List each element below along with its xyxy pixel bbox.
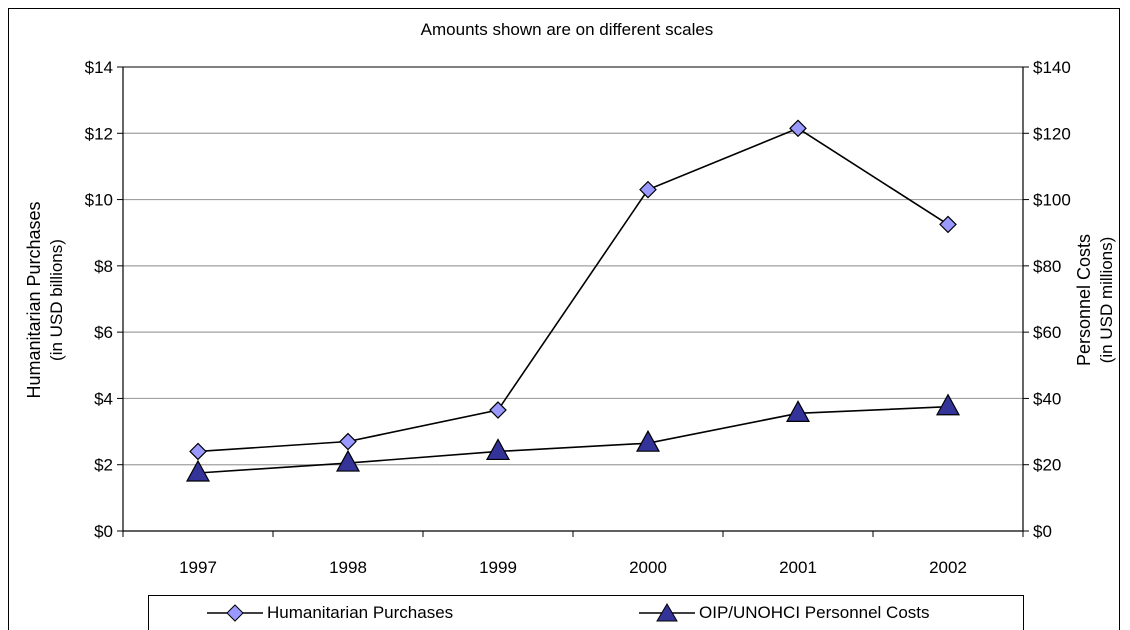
triangle-marker bbox=[785, 400, 811, 422]
diamond-marker bbox=[789, 119, 807, 138]
legend-item-humanitarian: Humanitarian Purchases bbox=[207, 601, 453, 625]
right-axis-title-line2: (in USD millions) bbox=[1097, 237, 1116, 364]
right-tick-label: $0 bbox=[1033, 522, 1052, 541]
left-tick-label: $6 bbox=[94, 323, 113, 342]
x-tick-label: 1997 bbox=[179, 558, 217, 577]
left-tick-label: $14 bbox=[85, 58, 113, 77]
left-tick-label: $2 bbox=[94, 456, 113, 475]
right-tick-label: $20 bbox=[1033, 456, 1061, 475]
series-line bbox=[197, 127, 949, 453]
left-axis-title-line2: (in USD billions) bbox=[47, 239, 66, 361]
legend-item-personnel: OIP/UNOHCI Personnel Costs bbox=[639, 601, 930, 625]
right-tick-label: $140 bbox=[1033, 58, 1071, 77]
right-tick-label: $120 bbox=[1033, 124, 1071, 143]
triangle-marker bbox=[935, 393, 961, 416]
diamond-marker bbox=[939, 215, 957, 234]
triangle-marker-icon bbox=[639, 603, 695, 622]
x-tick-label: 2001 bbox=[779, 558, 817, 577]
triangle-marker bbox=[335, 449, 361, 472]
diamond-marker bbox=[489, 401, 507, 419]
legend: Humanitarian Purchases OIP/UNOHCI Person… bbox=[148, 595, 1024, 630]
left-tick-labels: $0 $2 $4 $6 $8 $10 $12 $14 bbox=[85, 58, 113, 541]
right-tick-labels: $0 $20 $40 $60 $80 $100 $120 $140 bbox=[1033, 58, 1071, 541]
diamond-marker-icon bbox=[207, 604, 263, 622]
right-tick-label: $60 bbox=[1033, 323, 1061, 342]
diamond-marker bbox=[189, 442, 207, 461]
right-tick-label: $80 bbox=[1033, 257, 1061, 276]
right-tick-label: $40 bbox=[1033, 389, 1061, 408]
right-axis-title-line1: Personnel Costs bbox=[1074, 234, 1094, 366]
legend-label-personnel: OIP/UNOHCI Personnel Costs bbox=[699, 603, 930, 622]
series-personnel-costs bbox=[185, 393, 961, 482]
x-tick-label: 1999 bbox=[479, 558, 517, 577]
left-tick-label: $4 bbox=[94, 389, 113, 408]
left-axis-title-line1: Humanitarian Purchases bbox=[24, 201, 44, 398]
grid-lines bbox=[123, 132, 1023, 466]
series-layer bbox=[185, 119, 961, 482]
axes bbox=[117, 66, 1029, 537]
left-tick-label: $12 bbox=[85, 124, 113, 143]
x-tick-label: 1998 bbox=[329, 558, 367, 577]
x-tick-label: 2000 bbox=[629, 558, 667, 577]
right-tick-label: $100 bbox=[1033, 191, 1071, 210]
diamond-marker bbox=[339, 432, 357, 451]
left-axis-title: Humanitarian Purchases (in USD billions) bbox=[24, 201, 66, 398]
left-tick-label: $0 bbox=[94, 522, 113, 541]
legend-label-humanitarian: Humanitarian Purchases bbox=[267, 603, 454, 622]
left-tick-label: $10 bbox=[85, 191, 113, 210]
x-tick-label: 2002 bbox=[929, 558, 967, 577]
triangle-marker bbox=[185, 459, 211, 482]
series-humanitarian-purchases bbox=[189, 119, 957, 461]
right-axis-title: Personnel Costs (in USD millions) bbox=[1074, 234, 1116, 366]
chart-title: Amounts shown are on different scales bbox=[421, 20, 714, 39]
chart-frame bbox=[8, 8, 1120, 630]
left-tick-label: $8 bbox=[94, 257, 113, 276]
triangle-marker bbox=[485, 438, 511, 461]
x-tick-labels: 1997 1998 1999 2000 2001 2002 bbox=[179, 558, 967, 577]
diamond-marker bbox=[639, 180, 657, 199]
triangle-marker bbox=[635, 429, 661, 452]
series-line bbox=[197, 405, 949, 474]
